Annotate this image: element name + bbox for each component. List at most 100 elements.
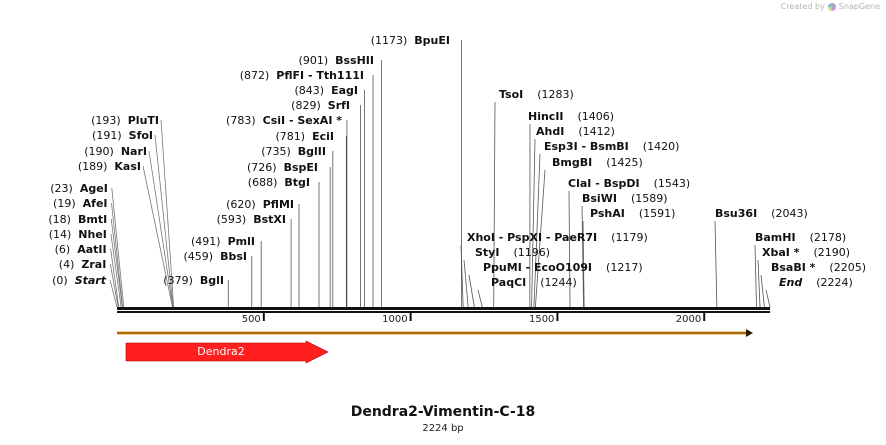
- site-label-aatii[interactable]: (6) AatII: [55, 243, 107, 256]
- site-position: (0): [52, 274, 68, 287]
- site-label-paqci[interactable]: PaqCI (1244): [491, 276, 577, 289]
- site-label-pflfi-tth111i[interactable]: (872) PflFI - Tth111I: [240, 69, 364, 82]
- site-name: PmlI: [228, 235, 255, 248]
- site-label-xbai[interactable]: XbaI * (2190): [762, 246, 850, 259]
- site-name: AgeI: [80, 182, 108, 195]
- tick-label: 1500: [529, 314, 554, 325]
- site-name: PflFI - Tth111I: [276, 69, 364, 82]
- site-lines: [109, 40, 771, 308]
- site-label-pflmi[interactable]: (620) PflMI: [226, 198, 294, 211]
- orf-bar: [117, 329, 753, 337]
- site-label-ecii[interactable]: (781) EciI: [276, 130, 335, 143]
- site-label-bstxi[interactable]: (593) BstXI: [217, 213, 286, 226]
- site-name: BglI: [200, 274, 224, 287]
- site-label-ahdi[interactable]: AhdI (1412): [536, 125, 615, 138]
- site-label-srfi[interactable]: (829) SrfI: [291, 99, 350, 112]
- site-line: [154, 134, 174, 308]
- site-label-csii-sexai[interactable]: (783) CsiI - SexAI *: [226, 114, 342, 127]
- site-label-bspei[interactable]: (726) BspEI: [247, 161, 318, 174]
- site-name: HincII: [528, 110, 564, 123]
- site-label-end[interactable]: End (2224): [779, 276, 853, 289]
- ruler-ticks: 500 1000 1500 2000: [242, 313, 706, 325]
- site-name: BmgBI: [552, 156, 592, 169]
- site-label-esp3i-bsmbi[interactable]: Esp3I - BsmBI (1420): [544, 140, 679, 153]
- site-name: SrfI: [328, 99, 350, 112]
- site-position: (1196): [513, 246, 550, 259]
- site-name: ClaI - BspDI: [568, 177, 640, 190]
- site-label-agei[interactable]: (23) AgeI: [50, 182, 108, 195]
- site-line: [535, 169, 546, 308]
- site-label-kasi[interactable]: (189) KasI: [78, 160, 141, 173]
- site-label-hincii[interactable]: HincII (1406): [528, 110, 614, 123]
- site-line: [493, 101, 496, 308]
- site-line: [109, 279, 118, 308]
- site-line: [111, 202, 123, 308]
- site-label-zrai[interactable]: (4) ZraI: [59, 258, 107, 271]
- site-position: (6): [55, 243, 71, 256]
- site-label-bamhi[interactable]: BamHI (2178): [755, 231, 846, 244]
- site-label-pluti[interactable]: (193) PluTI: [91, 114, 159, 127]
- site-position: (193): [91, 114, 121, 127]
- site-label-bmti[interactable]: (18) BmtI: [48, 213, 107, 226]
- site-line: [142, 165, 173, 308]
- site-label-bpuei[interactable]: (1173) BpuEI: [371, 34, 450, 47]
- site-label-ppumi-ecoo109i[interactable]: PpuMI - EcoO109I (1217): [483, 261, 643, 274]
- site-name: BpuEI: [414, 34, 450, 47]
- site-name: Bsu36I: [715, 207, 757, 220]
- site-position: (379): [163, 274, 193, 287]
- site-label-nari[interactable]: (190) NarI: [84, 145, 147, 158]
- site-position: (901): [299, 54, 329, 67]
- site-name: BsiWI: [582, 192, 617, 205]
- site-label-pshai[interactable]: PshAI (1591): [590, 207, 675, 220]
- site-name: SfoI: [129, 129, 153, 142]
- site-line: [714, 220, 718, 308]
- site-label-bbsi[interactable]: (459) BbsI: [184, 250, 248, 263]
- site-name: BbsI: [220, 250, 247, 263]
- tick-label: 500: [242, 314, 261, 325]
- site-position: (783): [226, 114, 256, 127]
- site-label-bglii[interactable]: (735) BglII: [261, 145, 326, 158]
- site-label-bsabi[interactable]: BsaBI * (2205): [771, 261, 866, 274]
- site-name: XhoI - PspXI - PaeR7I: [467, 231, 597, 244]
- site-label-start[interactable]: (0) Start: [52, 274, 107, 287]
- site-label-clai-bspdi[interactable]: ClaI - BspDI (1543): [568, 177, 690, 190]
- site-position: (1589): [631, 192, 668, 205]
- site-label-xhoi-pspxi-paer7i[interactable]: XhoI - PspXI - PaeR7I (1179): [467, 231, 648, 244]
- site-label-afei[interactable]: (19) AfeI: [53, 197, 107, 210]
- site-name: PpuMI - EcoO109I: [483, 261, 592, 274]
- site-position: (2043): [771, 207, 808, 220]
- site-position: (19): [53, 197, 76, 210]
- site-label-bsu36i[interactable]: Bsu36I (2043): [715, 207, 808, 220]
- site-position: (1179): [611, 231, 648, 244]
- site-label-bmgbi[interactable]: BmgBI (1425): [552, 156, 643, 169]
- site-name: StyI: [475, 246, 499, 259]
- site-label-eagi[interactable]: (843) EagI: [295, 84, 359, 97]
- site-line: [148, 150, 174, 308]
- site-label-bsiwi[interactable]: BsiWI (1589): [582, 192, 668, 205]
- snapgene-watermark: Created by SnapGene: [781, 2, 880, 11]
- site-position: (872): [240, 69, 270, 82]
- site-label-tsoi[interactable]: TsoI (1283): [499, 88, 574, 101]
- site-line: [531, 138, 536, 308]
- site-label-styi[interactable]: StyI (1196): [475, 246, 550, 259]
- site-position: (1173): [371, 34, 408, 47]
- site-label-pmli[interactable]: (491) PmlI: [191, 235, 255, 248]
- dna-backbone: [117, 307, 770, 313]
- site-position: (18): [48, 213, 71, 226]
- watermark-brand: SnapGene: [838, 2, 880, 11]
- site-position: (459): [184, 250, 214, 263]
- site-line: [110, 233, 122, 308]
- site-label-bsshii[interactable]: (901) BssHII: [299, 54, 374, 67]
- dendra2-feature[interactable]: [125, 340, 329, 364]
- site-position: (1283): [537, 88, 574, 101]
- site-position: (735): [261, 145, 291, 158]
- site-line: [110, 248, 120, 308]
- site-label-sfoi[interactable]: (191) SfoI: [92, 129, 153, 142]
- site-label-btgi[interactable]: (688) BtgI: [248, 176, 310, 189]
- site-label-nhei[interactable]: (14) NheI: [49, 228, 107, 241]
- site-line: [765, 289, 771, 308]
- site-position: (2190): [813, 246, 850, 259]
- site-position: (191): [92, 129, 122, 142]
- site-label-bgli[interactable]: (379) BglI: [163, 274, 224, 287]
